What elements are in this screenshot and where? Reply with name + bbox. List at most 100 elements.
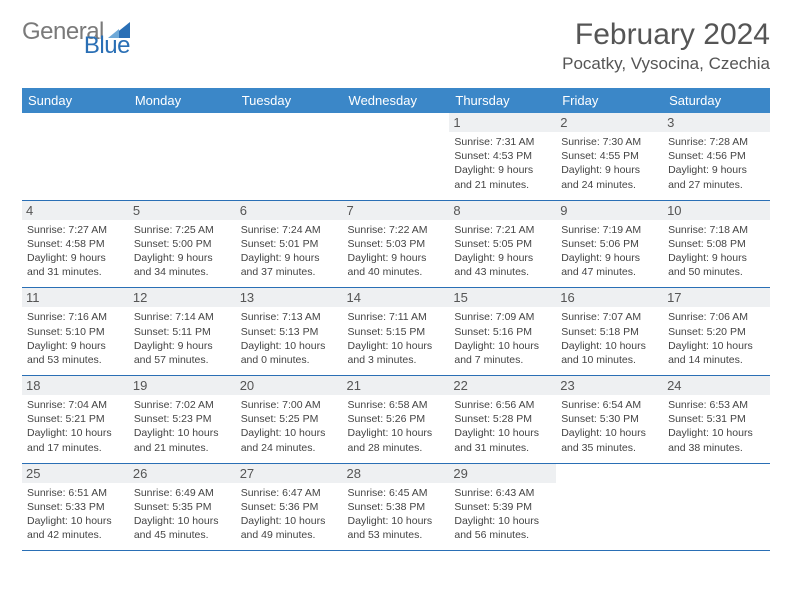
day-number: 7: [343, 201, 450, 220]
day-number: 1: [449, 113, 556, 132]
day-number: 27: [236, 464, 343, 483]
day-cell: 10 Sunrise: 7:18 AMSunset: 5:08 PMDayligh…: [663, 200, 770, 288]
day-number: 11: [22, 288, 129, 307]
day-info: Sunrise: 6:47 AMSunset: 5:36 PMDaylight:…: [241, 486, 338, 543]
day-number: 14: [343, 288, 450, 307]
day-number: 19: [129, 376, 236, 395]
day-header-row: SundayMondayTuesdayWednesdayThursdayFrid…: [22, 88, 770, 113]
day-number: 24: [663, 376, 770, 395]
day-info: Sunrise: 7:28 AMSunset: 4:56 PMDaylight:…: [668, 135, 765, 192]
week-row: 4Sunrise: 7:27 AMSunset: 4:58 PMDaylight…: [22, 200, 770, 288]
day-info: Sunrise: 7:00 AMSunset: 5:25 PMDaylight:…: [241, 398, 338, 455]
day-number: 25: [22, 464, 129, 483]
day-number: 2: [556, 113, 663, 132]
day-header: Wednesday: [343, 88, 450, 113]
day-cell: 9 Sunrise: 7:19 AMSunset: 5:06 PMDaylight…: [556, 200, 663, 288]
day-cell: 8 Sunrise: 7:21 AMSunset: 5:05 PMDaylight…: [449, 200, 556, 288]
day-number: 9: [556, 201, 663, 220]
day-number: 17: [663, 288, 770, 307]
day-cell: 11 Sunrise: 7:16 AMSunset: 5:10 PMDayligh…: [22, 288, 129, 376]
day-cell: 25 Sunrise: 6:51 AMSunset: 5:33 PMDayligh…: [22, 463, 129, 551]
day-cell: 4Sunrise: 7:27 AMSunset: 4:58 PMDaylight…: [22, 200, 129, 288]
day-header: Sunday: [22, 88, 129, 113]
title-block: February 2024 Pocatky, Vysocina, Czechia: [562, 18, 770, 74]
header: General Blue February 2024 Pocatky, Vyso…: [22, 18, 770, 74]
day-number: 4: [22, 201, 129, 220]
day-header: Friday: [556, 88, 663, 113]
day-cell: 14Sunrise: 7:11 AMSunset: 5:15 PMDayligh…: [343, 288, 450, 376]
day-info: Sunrise: 7:04 AMSunset: 5:21 PMDaylight:…: [27, 398, 124, 455]
week-row: 25 Sunrise: 6:51 AMSunset: 5:33 PMDayligh…: [22, 463, 770, 551]
day-number: 28: [343, 464, 450, 483]
day-info: Sunrise: 6:56 AMSunset: 5:28 PMDaylight:…: [454, 398, 551, 455]
day-header: Thursday: [449, 88, 556, 113]
day-number: 22: [449, 376, 556, 395]
day-info: Sunrise: 6:49 AMSunset: 5:35 PMDaylight:…: [134, 486, 231, 543]
day-number: 21: [343, 376, 450, 395]
day-info: Sunrise: 7:19 AMSunset: 5:06 PMDaylight:…: [561, 223, 658, 280]
week-row: ....1Sunrise: 7:31 AMSunset: 4:53 PMDayl…: [22, 113, 770, 200]
month-title: February 2024: [562, 18, 770, 52]
day-cell: 16 Sunrise: 7:07 AMSunset: 5:18 PMDayligh…: [556, 288, 663, 376]
day-info: Sunrise: 7:30 AMSunset: 4:55 PMDaylight:…: [561, 135, 658, 192]
day-info: Sunrise: 6:58 AMSunset: 5:26 PMDaylight:…: [348, 398, 445, 455]
day-cell: 17 Sunrise: 7:06 AMSunset: 5:20 PMDayligh…: [663, 288, 770, 376]
day-cell: 5Sunrise: 7:25 AMSunset: 5:00 PMDaylight…: [129, 200, 236, 288]
day-cell: 22 Sunrise: 6:56 AMSunset: 5:28 PMDayligh…: [449, 376, 556, 464]
day-cell: 13 Sunrise: 7:13 AMSunset: 5:13 PMDayligh…: [236, 288, 343, 376]
day-number: 26: [129, 464, 236, 483]
day-cell: 26 Sunrise: 6:49 AMSunset: 5:35 PMDayligh…: [129, 463, 236, 551]
day-number: 3: [663, 113, 770, 132]
day-cell: 29Sunrise: 6:43 AMSunset: 5:39 PMDayligh…: [449, 463, 556, 551]
day-info: Sunrise: 7:22 AMSunset: 5:03 PMDaylight:…: [348, 223, 445, 280]
day-number: 12: [129, 288, 236, 307]
day-header: Tuesday: [236, 88, 343, 113]
day-number: 18: [22, 376, 129, 395]
day-number: 13: [236, 288, 343, 307]
day-cell: .: [236, 113, 343, 200]
calendar-body: ....1Sunrise: 7:31 AMSunset: 4:53 PMDayl…: [22, 113, 770, 551]
day-number: 6: [236, 201, 343, 220]
day-cell: 20 Sunrise: 7:00 AMSunset: 5:25 PMDayligh…: [236, 376, 343, 464]
day-info: Sunrise: 6:51 AMSunset: 5:33 PMDaylight:…: [27, 486, 124, 543]
day-info: Sunrise: 7:13 AMSunset: 5:13 PMDaylight:…: [241, 310, 338, 367]
day-info: Sunrise: 6:54 AMSunset: 5:30 PMDaylight:…: [561, 398, 658, 455]
day-cell: .: [22, 113, 129, 200]
day-number: 5: [129, 201, 236, 220]
day-cell: .: [663, 463, 770, 551]
location: Pocatky, Vysocina, Czechia: [562, 54, 770, 74]
day-info: Sunrise: 7:31 AMSunset: 4:53 PMDaylight:…: [454, 135, 551, 192]
day-cell: 23Sunrise: 6:54 AMSunset: 5:30 PMDayligh…: [556, 376, 663, 464]
day-info: Sunrise: 7:14 AMSunset: 5:11 PMDaylight:…: [134, 310, 231, 367]
day-info: Sunrise: 7:16 AMSunset: 5:10 PMDaylight:…: [27, 310, 124, 367]
day-info: Sunrise: 7:18 AMSunset: 5:08 PMDaylight:…: [668, 223, 765, 280]
day-cell: 6 Sunrise: 7:24 AMSunset: 5:01 PMDaylight…: [236, 200, 343, 288]
day-number: 16: [556, 288, 663, 307]
day-info: Sunrise: 7:24 AMSunset: 5:01 PMDaylight:…: [241, 223, 338, 280]
day-cell: 7 Sunrise: 7:22 AMSunset: 5:03 PMDaylight…: [343, 200, 450, 288]
day-cell: 12 Sunrise: 7:14 AMSunset: 5:11 PMDayligh…: [129, 288, 236, 376]
day-number: 10: [663, 201, 770, 220]
day-cell: 19 Sunrise: 7:02 AMSunset: 5:23 PMDayligh…: [129, 376, 236, 464]
day-cell: .: [343, 113, 450, 200]
day-info: Sunrise: 7:06 AMSunset: 5:20 PMDaylight:…: [668, 310, 765, 367]
day-cell: 18 Sunrise: 7:04 AMSunset: 5:21 PMDayligh…: [22, 376, 129, 464]
day-header: Saturday: [663, 88, 770, 113]
day-info: Sunrise: 7:21 AMSunset: 5:05 PMDaylight:…: [454, 223, 551, 280]
calendar-table: SundayMondayTuesdayWednesdayThursdayFrid…: [22, 88, 770, 551]
day-number: 20: [236, 376, 343, 395]
day-info: Sunrise: 7:02 AMSunset: 5:23 PMDaylight:…: [134, 398, 231, 455]
day-cell: .: [556, 463, 663, 551]
day-cell: .: [129, 113, 236, 200]
day-info: Sunrise: 7:07 AMSunset: 5:18 PMDaylight:…: [561, 310, 658, 367]
day-cell: 24 Sunrise: 6:53 AMSunset: 5:31 PMDayligh…: [663, 376, 770, 464]
week-row: 11 Sunrise: 7:16 AMSunset: 5:10 PMDayligh…: [22, 288, 770, 376]
day-header: Monday: [129, 88, 236, 113]
day-info: Sunrise: 6:53 AMSunset: 5:31 PMDaylight:…: [668, 398, 765, 455]
logo: General Blue: [22, 18, 178, 46]
day-number: 8: [449, 201, 556, 220]
day-cell: 27 Sunrise: 6:47 AMSunset: 5:36 PMDayligh…: [236, 463, 343, 551]
day-info: Sunrise: 6:43 AMSunset: 5:39 PMDaylight:…: [454, 486, 551, 543]
day-cell: 21 Sunrise: 6:58 AMSunset: 5:26 PMDayligh…: [343, 376, 450, 464]
day-cell: 2 Sunrise: 7:30 AMSunset: 4:55 PMDaylight…: [556, 113, 663, 200]
